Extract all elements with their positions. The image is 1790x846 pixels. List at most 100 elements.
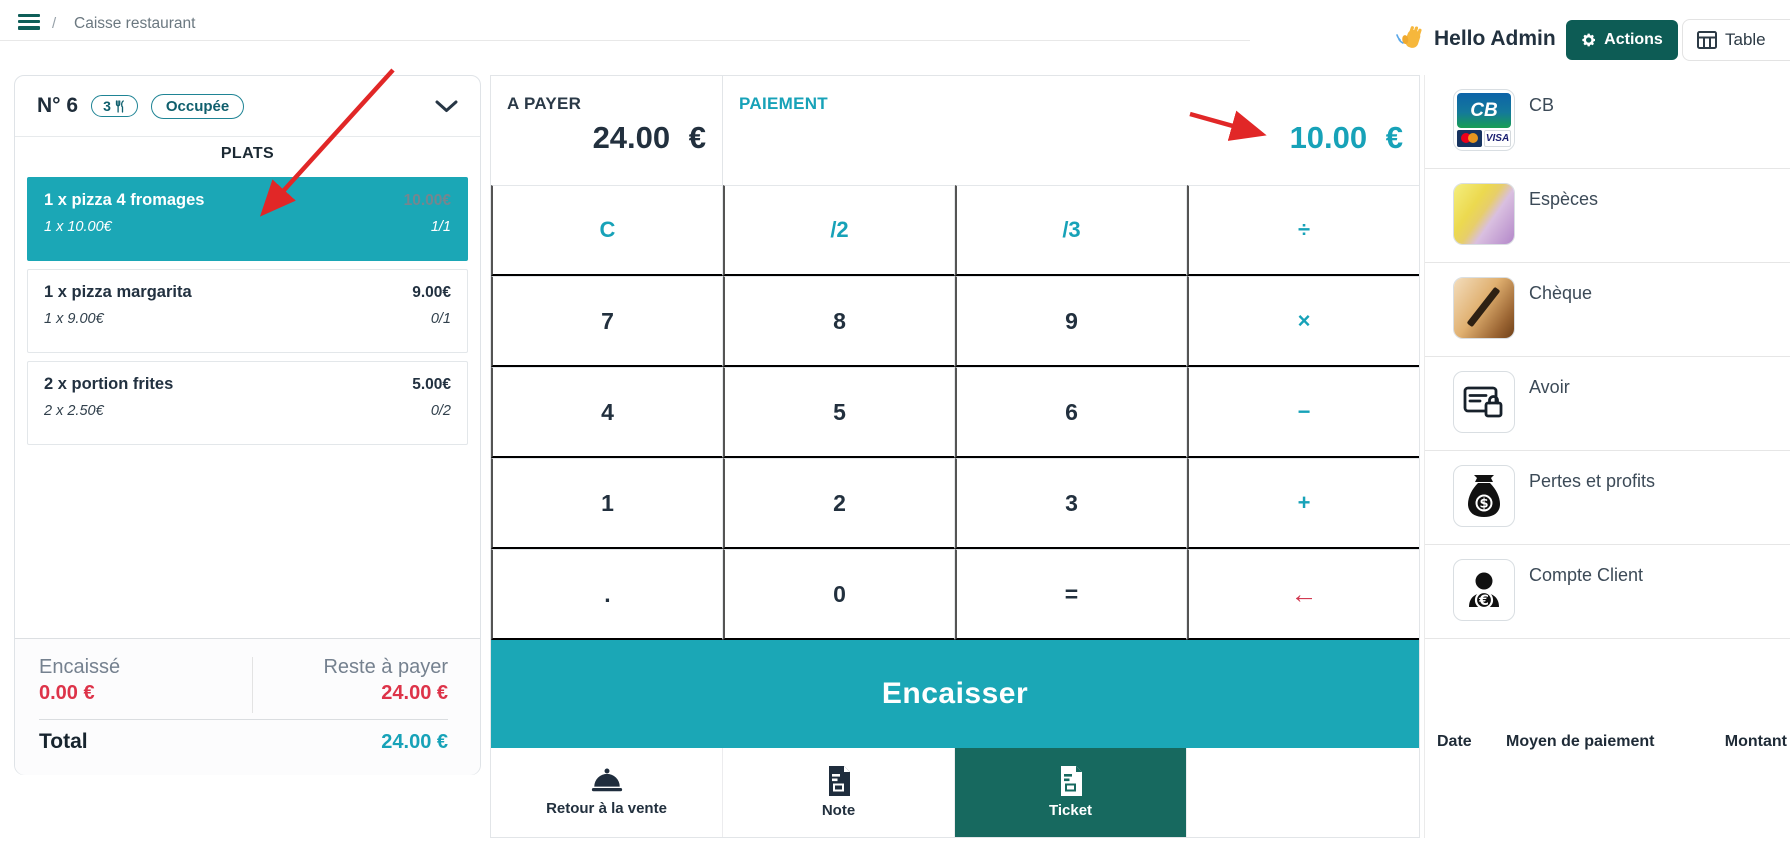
item-price: 9.00€ xyxy=(412,284,451,301)
method-label: Avoir xyxy=(1529,377,1570,397)
history-date-header: Date xyxy=(1437,733,1472,750)
payment-methods-list: CB VISA CB Espèces Chèque xyxy=(1425,75,1790,639)
key-clear[interactable]: C xyxy=(491,185,723,277)
key-3[interactable]: 3 xyxy=(955,458,1187,550)
encaisser-button[interactable]: Encaisser xyxy=(491,640,1419,748)
key-9[interactable]: 9 xyxy=(955,276,1187,368)
key-6[interactable]: 6 xyxy=(955,367,1187,459)
plats-section-header: PLATS xyxy=(220,145,275,162)
note-label: Note xyxy=(821,801,856,819)
to-pay-label: A PAYER xyxy=(507,94,582,113)
payment-footer: Retour à la vente Note Ticket xyxy=(491,747,1419,837)
table-button[interactable]: Table xyxy=(1682,19,1790,61)
waving-hand-icon xyxy=(1396,24,1426,59)
key-decimal[interactable]: . xyxy=(491,549,723,641)
cloche-icon xyxy=(590,767,624,794)
item-paid-fraction: 1/1 xyxy=(430,219,451,235)
order-items-list: 1 x pizza 4 fromages 10.00€ 1 x 10.00€ 1… xyxy=(15,171,480,445)
payment-box: PAIEMENT 10.00 € xyxy=(723,76,1419,185)
table-icon xyxy=(1697,31,1717,49)
ticket-button[interactable]: Ticket xyxy=(955,747,1187,837)
visa-logo-text: VISA xyxy=(1484,130,1511,147)
key-minus[interactable]: − xyxy=(1187,367,1419,459)
method-especes[interactable]: Espèces xyxy=(1425,169,1790,263)
key-third[interactable]: /3 xyxy=(955,185,1187,277)
key-plus[interactable]: + xyxy=(1187,458,1419,550)
navbar-divider xyxy=(0,40,1250,41)
item-title: 1 x pizza margarita xyxy=(44,283,192,301)
history-method-header: Moyen de paiement xyxy=(1506,733,1655,750)
key-backspace[interactable]: ← xyxy=(1187,549,1419,641)
payment-label: PAIEMENT xyxy=(739,94,828,113)
order-summary: Encaissé 0.00 € Reste à payer 24.00 € To… xyxy=(15,638,480,775)
footer-spacer xyxy=(1187,747,1419,837)
summary-rule xyxy=(39,719,448,720)
key-equals[interactable]: = xyxy=(955,549,1187,641)
cash-banknotes-icon xyxy=(1453,183,1515,245)
item-detail: 1 x 9.00€ xyxy=(44,311,104,327)
key-half[interactable]: /2 xyxy=(723,185,955,277)
key-2[interactable]: 2 xyxy=(723,458,955,550)
svg-text:$: $ xyxy=(1479,497,1488,512)
method-pertes-profits[interactable]: $ Pertes et profits xyxy=(1425,451,1790,545)
keypad: C /2 /3 ÷ 7 8 9 × 4 5 6 − 1 2 3 + . 0 = … xyxy=(491,185,1419,641)
method-cb[interactable]: CB VISA CB xyxy=(1425,75,1790,169)
method-label: CB xyxy=(1529,95,1555,115)
back-to-sale-button[interactable]: Retour à la vente xyxy=(491,747,723,837)
svg-text:€: € xyxy=(1478,593,1489,609)
user-greeting: Hello Admin xyxy=(1434,27,1556,50)
method-compte-client[interactable]: € Compte Client xyxy=(1425,545,1790,639)
total-label: Total xyxy=(39,730,88,753)
covers-count: 3 xyxy=(103,98,111,114)
method-label: Espèces xyxy=(1529,189,1599,209)
actions-button[interactable]: Actions xyxy=(1566,20,1678,60)
payment-panel: A PAYER 24.00 € PAIEMENT 10.00 € C /2 /3… xyxy=(490,75,1420,838)
item-paid-fraction: 0/2 xyxy=(430,403,451,419)
receipt-icon xyxy=(827,765,851,796)
order-item-pizza-margarita[interactable]: 1 x pizza margarita 9.00€ 1 x 9.00€ 0/1 xyxy=(27,269,468,353)
key-multiply[interactable]: × xyxy=(1187,276,1419,368)
item-detail: 1 x 10.00€ xyxy=(44,219,112,235)
cheque-writing-icon xyxy=(1453,277,1515,339)
item-title: 1 x pizza 4 fromages xyxy=(44,191,205,209)
key-divide[interactable]: ÷ xyxy=(1187,185,1419,277)
actions-button-label: Actions xyxy=(1604,31,1663,48)
key-4[interactable]: 4 xyxy=(491,367,723,459)
history-amount-header: Montant xyxy=(1724,733,1787,750)
table-button-label: Table xyxy=(1725,30,1766,49)
breadcrumb-separator: / xyxy=(52,15,57,32)
key-0[interactable]: 0 xyxy=(723,549,955,641)
remaining-label: Reste à payer xyxy=(323,656,448,678)
method-cheque[interactable]: Chèque xyxy=(1425,263,1790,357)
mastercard-icon xyxy=(1457,130,1482,147)
cb-card-icon: CB VISA xyxy=(1453,89,1515,151)
hamburger-menu-icon[interactable] xyxy=(18,14,40,30)
customer-account-icon: € xyxy=(1453,559,1515,621)
method-label: Compte Client xyxy=(1529,565,1644,585)
item-title: 2 x portion frites xyxy=(44,375,174,393)
table-number: N° 6 xyxy=(37,94,79,117)
method-label: Pertes et profits xyxy=(1529,471,1656,491)
total-value: 24.00 € xyxy=(381,731,448,753)
item-detail: 2 x 2.50€ xyxy=(44,403,104,419)
key-8[interactable]: 8 xyxy=(723,276,955,368)
cb-logo-text: CB xyxy=(1457,93,1511,128)
remaining-value: 24.00 € xyxy=(381,682,448,704)
order-card: N° 6 3 Occupée PLATS 1 x pizza 4 fromage… xyxy=(14,75,481,775)
key-7[interactable]: 7 xyxy=(491,276,723,368)
payment-history-header: Date Moyen de paiement Montant xyxy=(1425,733,1790,763)
order-item-portion-frites[interactable]: 2 x portion frites 5.00€ 2 x 2.50€ 0/2 xyxy=(27,361,468,445)
breadcrumb[interactable]: Caisse restaurant xyxy=(74,15,196,32)
method-avoir[interactable]: Avoir xyxy=(1425,357,1790,451)
key-5[interactable]: 5 xyxy=(723,367,955,459)
order-item-pizza-4-fromages[interactable]: 1 x pizza 4 fromages 10.00€ 1 x 10.00€ 1… xyxy=(27,177,468,261)
note-button[interactable]: Note xyxy=(723,747,955,837)
chevron-down-icon[interactable] xyxy=(435,100,458,118)
to-pay-box: A PAYER 24.00 € xyxy=(491,76,723,186)
ticket-label: Ticket xyxy=(1048,801,1093,819)
key-1[interactable]: 1 xyxy=(491,458,723,550)
fork-knife-icon xyxy=(115,99,126,113)
item-paid-fraction: 0/1 xyxy=(430,311,451,327)
table-header[interactable]: N° 6 3 Occupée xyxy=(15,76,480,137)
